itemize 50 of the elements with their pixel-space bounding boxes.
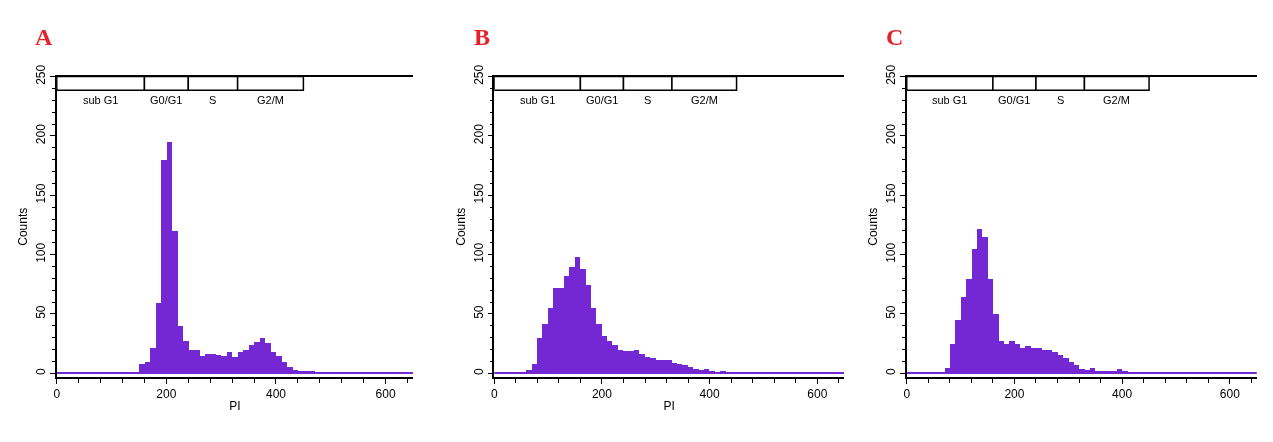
y-tick-label: 250 [884, 64, 899, 85]
band-label: G2/M [691, 94, 718, 106]
y-tick-label: 200 [884, 123, 899, 145]
x-tick-label: 400 [265, 387, 287, 402]
band-label: S [1057, 94, 1065, 106]
band-label: G0/G1 [586, 94, 619, 106]
band-label: G0/G1 [998, 94, 1031, 106]
band-label: S [644, 94, 652, 106]
x-axis-title: PI [229, 399, 241, 414]
band-label: G2/M [1103, 94, 1130, 106]
x-tick-label: 600 [375, 387, 396, 402]
y-tick-label: 50 [471, 305, 486, 319]
chart-title: B [474, 24, 491, 50]
y-tick-label: 0 [471, 367, 486, 375]
y-tick-label: 250 [34, 64, 49, 85]
y-axis-title: Counts [866, 207, 880, 246]
y-tick-label: 100 [471, 242, 486, 263]
x-tick-label: 600 [1219, 387, 1241, 402]
y-tick-label: 150 [34, 183, 49, 204]
x-tick-label: 200 [1004, 387, 1025, 402]
y-tick-label: 200 [471, 123, 486, 145]
chart-title: C [886, 24, 904, 50]
y-tick-label: 100 [34, 242, 49, 263]
band-label: G2/M [257, 94, 284, 106]
y-tick-label: 50 [884, 305, 899, 319]
y-tick-label: 250 [471, 64, 486, 85]
y-tick-label: 200 [34, 123, 49, 145]
x-tick-label: 400 [1112, 387, 1133, 402]
x-tick-label: 0 [53, 387, 61, 402]
band-label: S [209, 94, 217, 106]
y-tick-label: 0 [34, 367, 49, 375]
y-tick-label: 150 [471, 183, 486, 204]
band-label: sub G1 [83, 94, 119, 106]
x-tick-label: 0 [490, 387, 498, 402]
x-tick-label: 200 [156, 387, 177, 402]
x-tick-label: 600 [807, 387, 828, 402]
x-tick-label: 400 [699, 387, 720, 402]
band-label: G0/G1 [150, 94, 183, 106]
y-tick-label: 0 [884, 367, 899, 375]
chart-title: A [35, 24, 53, 50]
band-label: sub G1 [932, 94, 968, 106]
x-tick-label: 200 [591, 387, 613, 402]
band-label: sub G1 [520, 94, 556, 106]
x-axis-title: PI [663, 399, 675, 414]
y-axis-title: Counts [453, 207, 468, 246]
y-axis-title: Counts [16, 207, 30, 246]
y-tick-label: 50 [34, 305, 49, 319]
y-tick-label: 150 [884, 183, 899, 204]
x-tick-label: 0 [903, 387, 911, 402]
y-tick-label: 100 [884, 242, 899, 263]
